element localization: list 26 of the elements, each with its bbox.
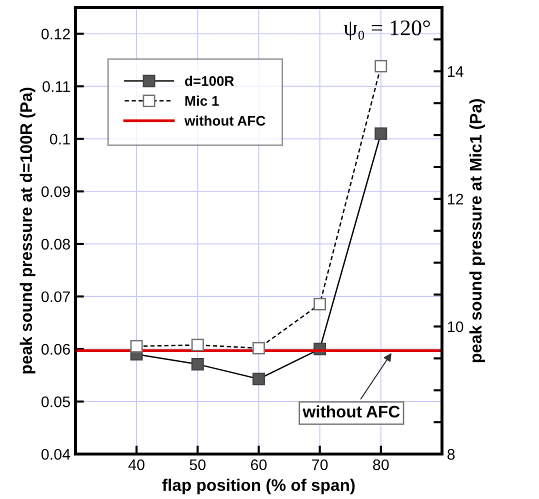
x-tick-label: 40	[128, 459, 144, 470]
legend-label: d=100R	[185, 76, 234, 86]
x-tick-label: 50	[190, 459, 206, 470]
y-tick-label: 0.07	[41, 291, 70, 302]
y-tick-label: 0.08	[41, 238, 70, 250]
annotation: ψ₀ = 120°	[344, 20, 430, 40]
y2-tick-label: 10	[448, 321, 464, 332]
y2-tick-label: 14	[448, 66, 464, 77]
x-tick-label: 60	[251, 459, 267, 470]
annotation: without AFC	[302, 405, 400, 418]
y-tick-label: 0.11	[42, 81, 70, 92]
y-tick-label: 0.06	[41, 344, 70, 355]
legend-label: Mic 1	[185, 96, 219, 106]
y-tick-label: 0.05	[41, 396, 70, 408]
y-tick-label: 0.1	[50, 134, 70, 145]
y2-axis-title: peak sound pressure at Mic1 (Pa)	[469, 99, 485, 362]
legend-label: without AFC	[184, 116, 266, 126]
y-tick-label: 0.09	[41, 186, 70, 198]
y2-tick-label: 8	[448, 448, 455, 460]
x-axis-title: flap position (% of span)	[162, 478, 355, 494]
y-tick-label: 0.12	[41, 28, 70, 40]
y-tick-label: 0.04	[41, 448, 70, 460]
y-axis-title: peak sound pressure at d=100R (Pa)	[20, 88, 36, 374]
x-tick-label: 80	[373, 459, 389, 470]
x-tick-label: 70	[312, 459, 328, 470]
y2-tick-label: 12	[448, 194, 464, 204]
